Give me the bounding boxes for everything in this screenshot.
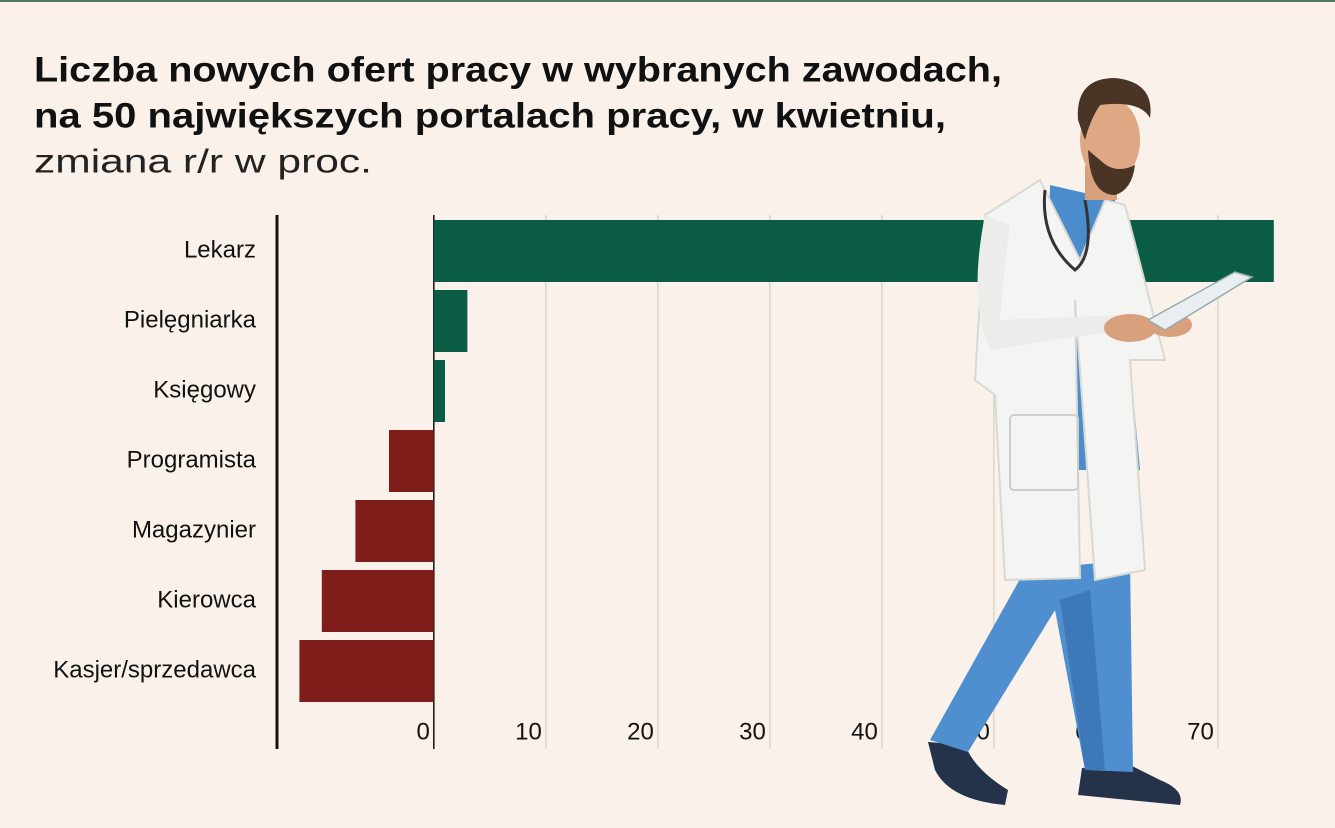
x-tick-label: 0: [416, 718, 429, 745]
bar: [433, 360, 445, 422]
doctor-illustration: [928, 78, 1254, 805]
y-tick-label: Pielęgniarka: [124, 306, 257, 333]
chart-title: Liczba nowych ofert pracy w wybranych za…: [34, 50, 1002, 89]
y-tick-label: Kierowca: [157, 586, 256, 613]
bar: [389, 430, 434, 492]
x-tick-label: 70: [1187, 718, 1214, 745]
bar: [433, 290, 468, 352]
x-tick-label: 30: [739, 718, 766, 745]
bar: [299, 640, 434, 702]
bar: [321, 570, 434, 632]
bar: [433, 220, 1274, 282]
x-tick-label: 40: [851, 718, 878, 745]
y-tick-label: Kasjer/sprzedawca: [53, 656, 256, 683]
chart-title: na 50 największych portalach pracy, w kw…: [34, 96, 946, 135]
x-tick-label: 20: [627, 718, 654, 745]
top-border: [0, 0, 1335, 2]
chart-subtitle: zmiana r/r w proc.: [34, 143, 372, 180]
y-tick-label: Księgowy: [153, 376, 256, 403]
y-tick-label: Lekarz: [184, 236, 256, 263]
y-tick-label: Magazynier: [132, 516, 256, 543]
x-tick-label: 10: [515, 718, 542, 745]
bar: [355, 500, 434, 562]
y-tick-label: Programista: [127, 446, 257, 473]
